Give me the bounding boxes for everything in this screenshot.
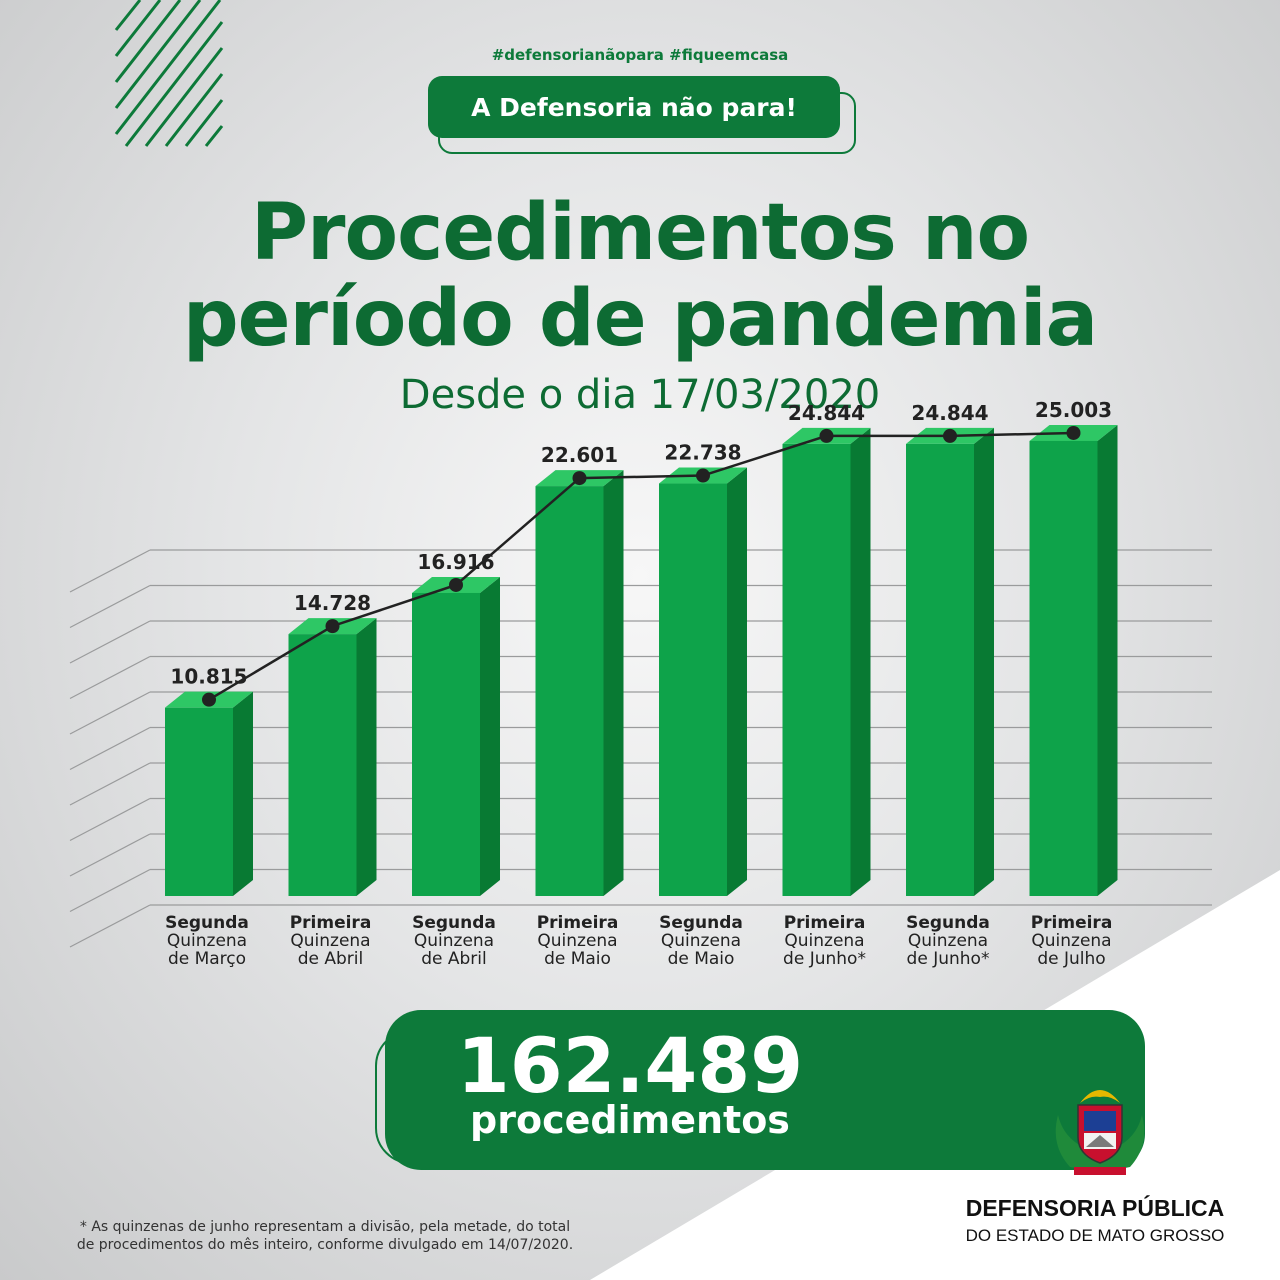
x-tick-label: de Junho* <box>907 949 990 969</box>
value-label: 10.815 <box>170 665 247 689</box>
x-tick-label: de Maio <box>544 949 611 969</box>
coat-of-arms-icon <box>1055 1090 1145 1175</box>
x-tick-label: de Abril <box>421 949 487 969</box>
data-point <box>696 468 710 483</box>
data-point <box>819 428 834 443</box>
grid-line-slant <box>69 584 151 629</box>
x-tick-label: Quinzena <box>537 931 617 951</box>
x-tick-label: de Junho* <box>783 949 866 969</box>
bar <box>659 483 727 896</box>
data-point <box>943 428 957 443</box>
data-point <box>449 577 463 592</box>
x-tick-label: Quinzena <box>290 931 370 951</box>
bar-side <box>1097 424 1118 896</box>
x-tick-label: Quinzena <box>414 931 494 951</box>
x-tick-label: Quinzena <box>661 931 741 951</box>
org-name: DEFENSORIA PÚBLICA <box>965 1195 1225 1221</box>
x-tick-label: Quinzena <box>908 931 988 951</box>
grid-line-slant <box>69 762 151 806</box>
grid-line-slant <box>69 620 151 664</box>
page-title: Procedimentos no período de pandemia <box>0 190 1280 362</box>
bar <box>535 486 604 896</box>
x-tick-label: de Julho <box>1037 949 1105 969</box>
title-line-2: período de pandemia <box>182 274 1098 364</box>
x-tick-label: Primeira <box>537 913 619 933</box>
bar-side <box>233 691 253 896</box>
x-tick-label: Segunda <box>906 913 990 933</box>
value-label: 25.003 <box>1035 398 1112 422</box>
value-label: 24.844 <box>911 401 988 425</box>
bar <box>782 443 851 896</box>
x-tick-label: de Maio <box>668 949 735 969</box>
tagline-pill: A Defensoria não para! <box>428 76 840 138</box>
x-tick-label: Primeira <box>784 913 866 933</box>
x-tick-label: de Abril <box>298 949 364 969</box>
x-tick-label: de Março <box>168 949 246 969</box>
diagonal-stripes <box>114 0 224 147</box>
total-label: procedimentos <box>470 1098 790 1142</box>
footnote-line-1: * As quinzenas de junho representam a di… <box>79 1219 571 1235</box>
hashtags: #defensorianãopara #fiqueemcasa <box>491 46 789 64</box>
footnote: * As quinzenas de junho representam a di… <box>30 1218 620 1254</box>
bar <box>165 707 233 896</box>
value-label: 22.601 <box>541 443 618 467</box>
bar <box>906 443 974 896</box>
value-label: 14.728 <box>294 591 371 615</box>
value-label: 16.916 <box>417 550 494 574</box>
data-point <box>572 471 587 486</box>
x-tick-label: Primeira <box>1031 913 1113 933</box>
total-value: 162.489 <box>456 1021 804 1110</box>
grid-line-slant <box>69 726 151 771</box>
grid-line-slant <box>69 797 151 842</box>
bar-chart: 10.815 14.728 16.916 22.601 22.738 24.844 24.8… <box>69 398 1212 969</box>
x-tick-label: Quinzena <box>1031 931 1111 951</box>
grid-line-slant <box>69 833 151 877</box>
value-label: 22.738 <box>664 441 741 465</box>
x-tick-label: Quinzena <box>167 931 247 951</box>
x-tick-label: Quinzena <box>784 931 864 951</box>
bar-side <box>603 470 624 896</box>
bar-side <box>727 467 747 896</box>
bar-side <box>480 576 500 896</box>
x-tick-label: Segunda <box>165 913 249 933</box>
bar <box>1029 440 1098 896</box>
data-point <box>1066 425 1081 440</box>
total-box <box>385 1010 1145 1170</box>
bar-side <box>356 618 377 896</box>
x-tick-label: Primeira <box>290 913 372 933</box>
grid-line-slant <box>69 549 151 593</box>
bar-side <box>850 427 871 896</box>
page-subtitle: Desde o dia 17/03/2020 <box>399 372 881 418</box>
org-subtitle: DO ESTADO DE MATO GROSSO <box>965 1226 1225 1245</box>
grid-line-slant <box>69 655 151 700</box>
value-label: 24.844 <box>788 401 865 425</box>
grid-line-slant <box>69 904 151 948</box>
bar <box>288 634 357 896</box>
data-point <box>325 619 340 634</box>
grid-line-slant <box>69 868 151 913</box>
footnote-line-2: de procedimentos do mês inteiro, conform… <box>76 1237 574 1253</box>
title-line-1: Procedimentos no <box>250 188 1030 278</box>
bar-side <box>974 427 994 896</box>
x-tick-label: Segunda <box>412 913 496 933</box>
x-tick-label: Segunda <box>659 913 743 933</box>
bar <box>412 592 480 896</box>
data-point <box>202 692 216 707</box>
series-line <box>208 431 1074 701</box>
grid-line-slant <box>69 691 151 735</box>
